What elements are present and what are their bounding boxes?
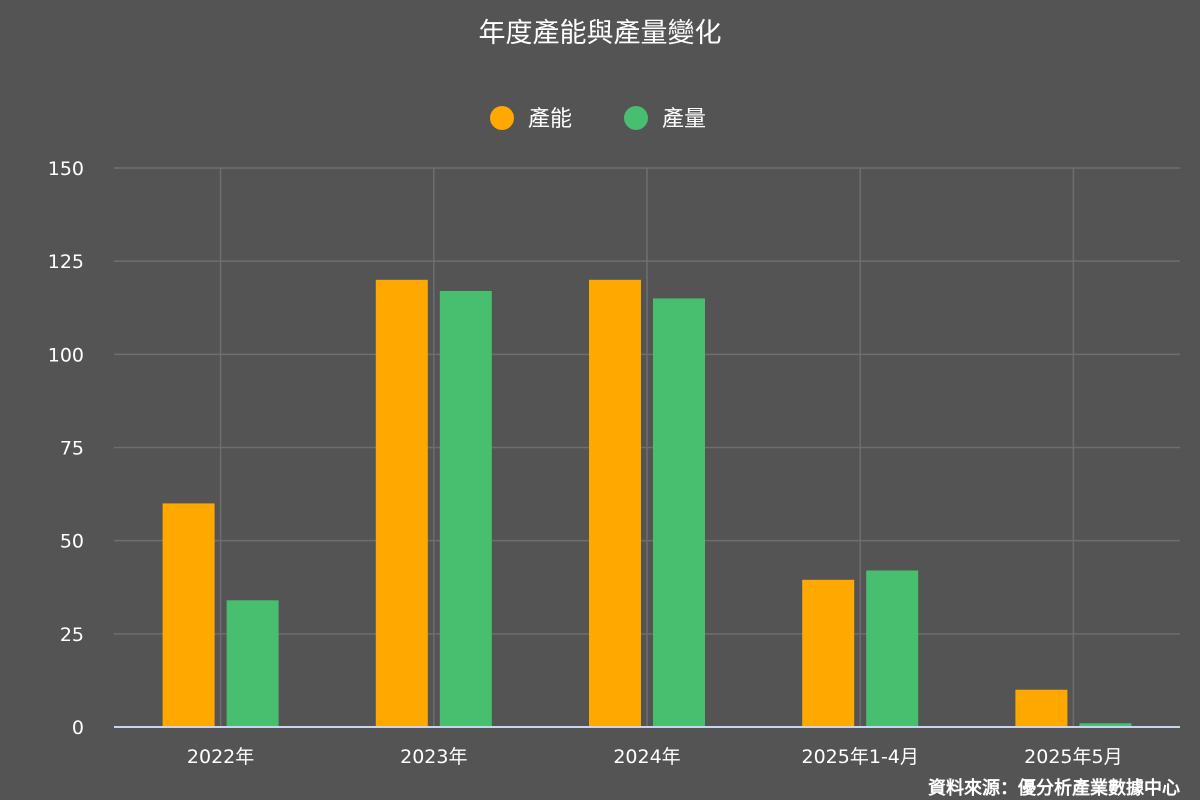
y-tick-label: 75 (60, 438, 84, 460)
legend-swatch-capacity (490, 106, 514, 130)
bars (162, 279, 1132, 727)
y-tick-label: 150 (48, 158, 84, 180)
y-tick-label: 50 (60, 531, 84, 553)
bar-capacity (375, 279, 428, 727)
legend-swatch-output (624, 106, 648, 130)
x-tick-label: 2023年 (400, 746, 467, 768)
legend-label-output: 產量 (662, 107, 706, 132)
source-note: 資料來源：優分析產業數據中心 (928, 777, 1180, 799)
grid (114, 167, 1180, 727)
bar-output (1079, 723, 1132, 727)
bar-capacity (1015, 689, 1068, 727)
bar-capacity (162, 503, 215, 727)
x-tick-label: 2024年 (613, 746, 680, 768)
bar-capacity (802, 579, 855, 727)
y-tick-label: 125 (48, 251, 84, 273)
bar-output (439, 290, 492, 727)
chart-title: 年度產能與產量變化 (479, 18, 722, 49)
y-tick-label: 0 (72, 717, 84, 739)
x-tick-label: 2025年1-4月 (802, 746, 919, 768)
bar-capacity (589, 279, 641, 727)
bar-output (653, 298, 705, 727)
x-tick-label: 2025年5月 (1024, 746, 1122, 768)
y-tick-label: 25 (60, 624, 84, 646)
legend-label-capacity: 產能 (528, 107, 572, 132)
axes: 0 25 50 75 100 125 150 2022年 2023年 2024年 2025年1-4月… (48, 158, 1180, 768)
y-tick-label: 100 (48, 344, 84, 366)
bar-output (866, 570, 919, 727)
bar-output (226, 600, 279, 727)
legend: 產能 產量 (490, 106, 706, 132)
x-tick-label: 2022年 (187, 746, 254, 768)
